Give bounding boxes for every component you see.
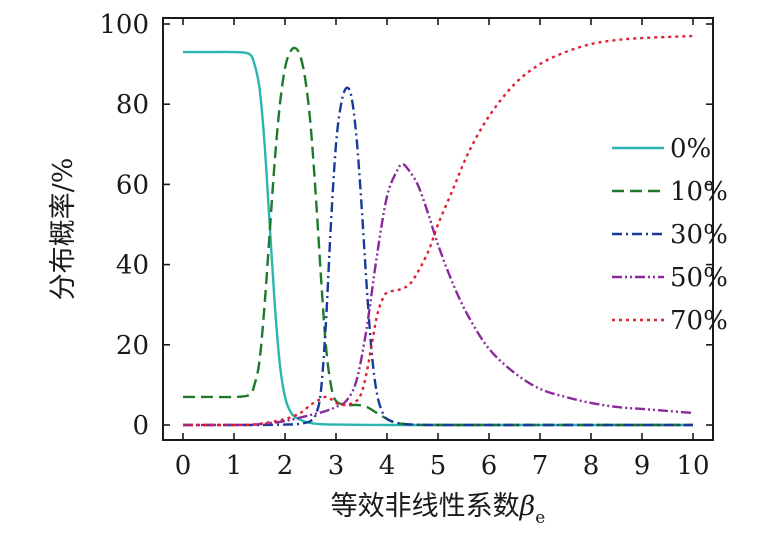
x-tick-label: 3 bbox=[328, 451, 345, 481]
y-tick-label: 60 bbox=[116, 170, 149, 200]
x-tick-label: 2 bbox=[277, 451, 294, 481]
plot-frame bbox=[162, 17, 714, 441]
x-tick-label: 7 bbox=[532, 451, 549, 481]
legend-label: 0% bbox=[670, 134, 711, 164]
x-tick-label: 1 bbox=[226, 451, 243, 481]
legend: 0% 10% 30% 50% 70% bbox=[612, 134, 728, 336]
legend-label: 10% bbox=[670, 177, 728, 207]
x-axis-title: 等效非线性系数βe bbox=[331, 491, 546, 528]
legend-label: 30% bbox=[670, 220, 728, 250]
legend-label: 50% bbox=[670, 263, 728, 293]
x-tick-label: 8 bbox=[583, 451, 600, 481]
series-line-2 bbox=[182, 86, 693, 427]
x-tick-label: 5 bbox=[430, 451, 447, 481]
x-tick-label: 4 bbox=[379, 451, 396, 481]
y-axis-title: 分布概率/% bbox=[48, 158, 79, 301]
series-layer bbox=[182, 34, 694, 427]
x-tick-label: 0 bbox=[175, 451, 192, 481]
series-line-1 bbox=[183, 46, 693, 427]
series-line-0 bbox=[183, 50, 693, 427]
x-axis-title-symbol: β bbox=[519, 491, 536, 522]
x-tick-label: 6 bbox=[481, 451, 498, 481]
x-axis-title-subscript: e bbox=[535, 508, 545, 528]
x-tick-label: 10 bbox=[676, 451, 709, 481]
y-tick-label: 20 bbox=[116, 331, 149, 361]
y-tick-label: 0 bbox=[132, 411, 149, 441]
x-axis-title-text: 等效非线性系数 bbox=[331, 491, 520, 522]
series-line-3 bbox=[182, 163, 694, 427]
legend-label: 70% bbox=[670, 306, 728, 336]
y-tick-label: 100 bbox=[99, 10, 149, 40]
y-tick-label: 40 bbox=[116, 251, 149, 281]
series-line-4 bbox=[182, 34, 694, 427]
y-tick-label: 80 bbox=[116, 90, 149, 120]
x-tick-label: 9 bbox=[634, 451, 651, 481]
